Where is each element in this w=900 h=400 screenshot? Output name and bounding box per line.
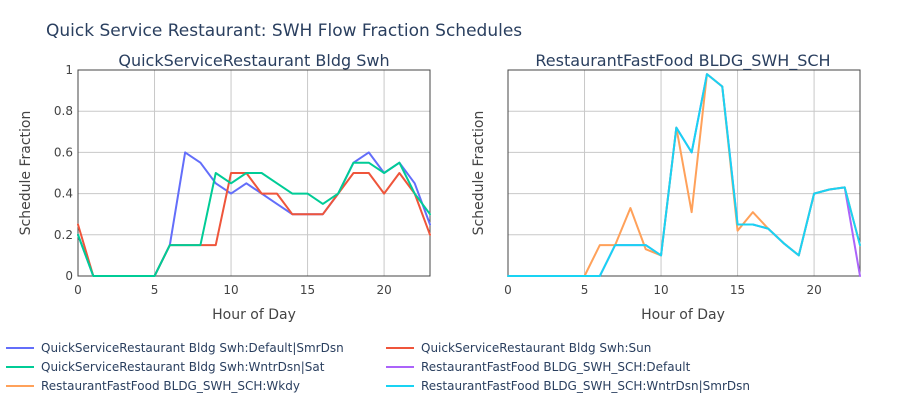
gridlines <box>507 69 861 277</box>
x-tick-label: 5 <box>151 283 159 297</box>
legend-label: RestaurantFastFood BLDG_SWH_SCH:Wkdy <box>41 379 300 393</box>
figure-title: Quick Service Restaurant: SWH Flow Fract… <box>46 21 522 41</box>
x-axis-label-right: Hour of Day <box>641 307 725 323</box>
x-tick-label: 5 <box>581 283 589 297</box>
subplot-quickservicerestaurant: QuickServiceRestaurant Bldg Swh Hour of … <box>18 51 431 323</box>
y-tick-label: 0.4 <box>54 187 73 201</box>
legend-label: QuickServiceRestaurant Bldg Swh:Default|… <box>41 341 344 355</box>
legend-label: QuickServiceRestaurant Bldg Swh:WntrDsn|… <box>41 360 325 374</box>
x-tick-label: 20 <box>376 283 391 297</box>
series-line-quickservicerestaurant-bldg-swh-wntrdsn-sat <box>77 161 431 277</box>
legend-item-restaurantfastfood-bldg-swh-sch-default[interactable]: RestaurantFastFood BLDG_SWH_SCH:Default <box>386 360 691 374</box>
x-tick-label: 0 <box>74 283 82 297</box>
y-tick-label: 0.2 <box>54 228 73 242</box>
legend-label: QuickServiceRestaurant Bldg Swh:Sun <box>421 341 651 355</box>
subplot-title-quickservicerestaurant: QuickServiceRestaurant Bldg Swh <box>118 51 389 70</box>
legend-label: RestaurantFastFood BLDG_SWH_SCH:WntrDsn|… <box>421 379 750 393</box>
y-tick-label: 0.8 <box>54 104 73 118</box>
x-tick-label: 10 <box>653 283 668 297</box>
series-line-quickservicerestaurant-bldg-swh-default-smrdsn <box>77 151 431 277</box>
legend-label: RestaurantFastFood BLDG_SWH_SCH:Default <box>421 360 691 374</box>
legend-item-quickservicerestaurant-bldg-swh-default-smrdsn[interactable]: QuickServiceRestaurant Bldg Swh:Default|… <box>6 341 344 355</box>
x-tick-label: 10 <box>223 283 238 297</box>
subplot-title-restaurantfastfood: RestaurantFastFood BLDG_SWH_SCH <box>535 51 830 71</box>
legend-item-restaurantfastfood-bldg-swh-sch-wkdy[interactable]: RestaurantFastFood BLDG_SWH_SCH:Wkdy <box>6 379 300 393</box>
legend-item-restaurantfastfood-bldg-swh-sch-wntrdsn-smrdsn[interactable]: RestaurantFastFood BLDG_SWH_SCH:WntrDsn|… <box>386 379 750 393</box>
x-tick-label: 15 <box>730 283 745 297</box>
legend: QuickServiceRestaurant Bldg Swh:Default|… <box>6 341 750 393</box>
y-axis-label-left: Schedule Fraction <box>18 111 34 236</box>
y-axis-label-right: Schedule Fraction <box>471 111 487 236</box>
series-line-restaurantfastfood-bldg-swh-sch-wntrdsn-smrdsn <box>507 73 861 277</box>
x-tick-label: 20 <box>806 283 821 297</box>
series-line-restaurantfastfood-bldg-swh-sch-wkdy <box>507 73 861 277</box>
legend-item-quickservicerestaurant-bldg-swh-wntrdsn-sat[interactable]: QuickServiceRestaurant Bldg Swh:WntrDsn|… <box>6 360 325 374</box>
subplot-restaurantfastfood: RestaurantFastFood BLDG_SWH_SCH Hour of … <box>471 51 861 323</box>
legend-item-quickservicerestaurant-bldg-swh-sun[interactable]: QuickServiceRestaurant Bldg Swh:Sun <box>386 341 651 355</box>
x-tick-label: 0 <box>504 283 512 297</box>
y-tick-label: 0.6 <box>54 145 73 159</box>
y-tick-label: 1 <box>65 63 73 77</box>
plot-frame <box>77 69 431 277</box>
x-tick-label: 15 <box>300 283 315 297</box>
x-axis-label-left: Hour of Day <box>212 307 296 323</box>
y-tick-label: 0 <box>65 269 73 283</box>
plot-frame <box>507 69 861 277</box>
